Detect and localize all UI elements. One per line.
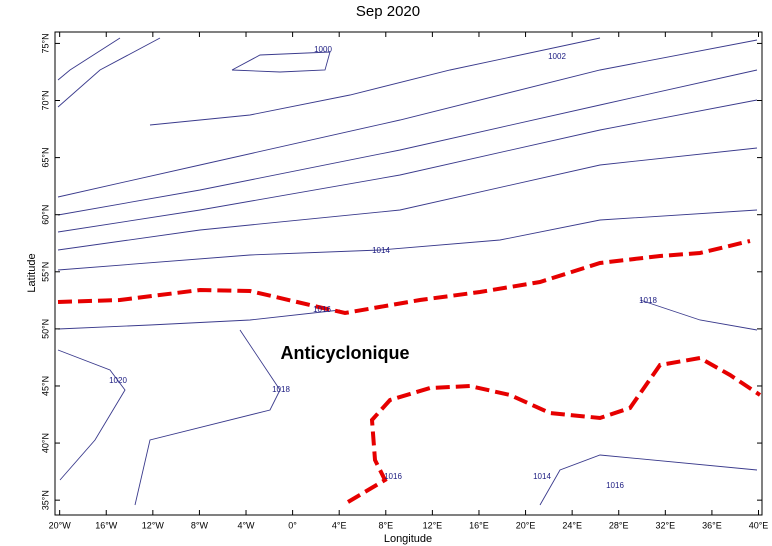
isobar [57,349,126,481]
contour-label: 1018 [272,385,290,394]
x-tick-label: 12°W [142,520,165,530]
contour-label: 1000 [314,45,332,54]
map-frame [54,31,763,516]
isobar [149,37,601,126]
isobar [57,99,758,233]
contour-label: 1014 [372,246,390,255]
y-tick-label: 50°N [40,319,50,339]
x-tick-label: 20°E [516,520,536,530]
map-title: Sep 2020 [356,3,420,20]
y-tick-label: 75°N [40,33,50,53]
isobar [57,209,758,271]
x-tick-label: 24°E [562,520,582,530]
x-tick-label: 0° [288,520,297,530]
y-tick-label: 65°N [40,148,50,168]
isobar [57,309,341,330]
ridge-axis [346,355,762,504]
y-tick-label: 60°N [40,205,50,225]
contour-label: 1014 [533,472,551,481]
y-tick-label: 55°N [40,262,50,282]
isobar [231,51,331,73]
x-tick-label: 4°E [332,520,347,530]
x-tick-label: 4°W [237,520,255,530]
annotation: Anticyclonique [280,343,409,363]
isobar [639,299,758,331]
y-tick-label: 45°N [40,376,50,396]
ridge-axis [57,239,751,316]
x-axis-label: Longitude [384,533,432,545]
x-tick-label: 16°E [469,520,489,530]
isobar [134,329,281,506]
x-tick-label: 32°E [656,520,676,530]
y-tick-label: 70°N [40,90,50,110]
contour-label: 1016 [606,481,624,490]
y-tick-label: 35°N [40,490,50,510]
x-tick-label: 28°E [609,520,629,530]
x-tick-label: 8°E [378,520,393,530]
x-tick-label: 36°E [702,520,722,530]
contour-label: 1002 [548,52,566,61]
contour-label: 1020 [109,376,127,385]
isobar [57,147,758,251]
x-tick-label: 8°W [191,520,209,530]
isobar [57,37,161,108]
isobar [57,69,758,216]
isobar [57,39,758,198]
contour-label: 1016 [313,305,331,314]
isobar [57,37,121,81]
isobars [57,37,758,506]
x-tick-label: 16°W [95,520,118,530]
contour-label: 1018 [639,296,657,305]
x-tick-label: 20°W [49,520,72,530]
y-axis-label: Latitude [26,253,38,292]
y-tick-label: 40°N [40,433,50,453]
contour-label: 1016 [384,472,402,481]
isobar [539,454,758,506]
x-tick-label: 40°E [749,520,769,530]
x-tick-label: 12°E [423,520,443,530]
